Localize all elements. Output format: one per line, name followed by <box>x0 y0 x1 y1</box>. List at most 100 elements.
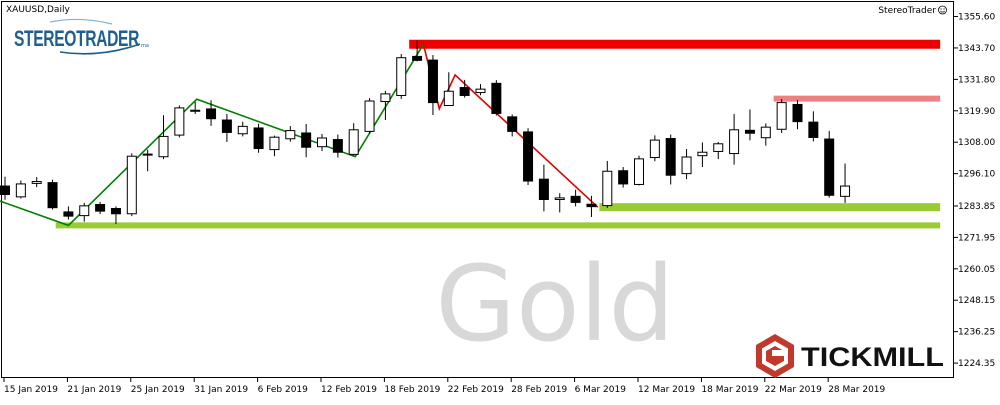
candle <box>634 155 644 186</box>
tickmill-logo: TICKMILL <box>752 327 950 378</box>
price-tick-label: 1308.00 <box>958 138 995 148</box>
resistance-minor-level <box>773 95 941 102</box>
candle <box>649 135 660 162</box>
candle <box>523 128 534 185</box>
candle <box>427 55 438 116</box>
time-tick-label: 6 Feb 2019 <box>258 385 309 395</box>
candle <box>126 153 137 217</box>
candle <box>713 141 724 160</box>
candle <box>364 98 375 134</box>
time-tick-label: 21 Jan 2019 <box>67 385 121 395</box>
expert-advisor-label: StereoTrader <box>878 6 936 16</box>
time-tick-label: 31 Jan 2019 <box>194 385 248 395</box>
candle <box>538 164 549 212</box>
time-tick-label: 12 Feb 2019 <box>321 385 377 395</box>
smiley-icon <box>938 5 947 15</box>
candle <box>760 123 771 146</box>
candle <box>570 189 581 207</box>
candle <box>808 111 819 142</box>
candle <box>0 176 10 200</box>
candle <box>285 126 296 142</box>
candle <box>332 134 343 158</box>
candle <box>618 167 629 188</box>
price-axis: 1355.60 1343.70 1331.80 1319.90 1308.00 1296.… <box>954 13 995 369</box>
candle <box>269 135 280 157</box>
time-tick-label: 6 Mar 2019 <box>575 385 627 395</box>
candle <box>31 177 42 188</box>
candle <box>443 72 454 107</box>
candle <box>79 202 90 222</box>
time-tick-label: 28 Mar 2019 <box>828 385 885 395</box>
candle <box>190 101 201 114</box>
candle <box>174 105 185 138</box>
candle <box>459 79 470 98</box>
candle <box>142 149 153 172</box>
support-lower-level <box>55 222 941 229</box>
price-tick-label: 1283.85 <box>958 202 995 212</box>
candle <box>744 109 755 141</box>
support-upper-level <box>599 203 941 212</box>
candle <box>380 90 391 121</box>
candle <box>237 121 248 137</box>
candle <box>665 134 676 185</box>
candle <box>47 179 58 210</box>
candle <box>792 99 803 130</box>
price-tick-label: 1260.05 <box>958 265 995 275</box>
candle <box>253 123 264 153</box>
time-tick-label: 22 Feb 2019 <box>448 385 504 395</box>
svg-text:STEREOTRADER: STEREOTRADER <box>14 26 139 51</box>
candle <box>729 113 740 165</box>
candle <box>840 163 851 203</box>
candle <box>681 149 692 180</box>
candle <box>507 114 518 137</box>
svg-text:TICKMILL: TICKMILL <box>801 342 944 372</box>
price-tick-label: 1224.35 <box>958 359 995 369</box>
trend-up-1 <box>0 43 425 227</box>
time-tick-label: 28 Feb 2019 <box>511 385 567 395</box>
candle <box>396 54 407 99</box>
price-tick-label: 1331.80 <box>958 75 995 85</box>
price-levels <box>55 39 941 229</box>
time-axis: 15 Jan 2019 21 Jan 2019 25 Jan 2019 31 Jan … <box>3 378 886 395</box>
candle <box>110 206 121 225</box>
candle <box>586 195 597 217</box>
price-tick-label: 1271.95 <box>958 233 995 243</box>
candle <box>301 123 312 158</box>
time-tick-label: 22 Mar 2019 <box>765 385 822 395</box>
candle <box>554 193 565 213</box>
candle <box>824 130 835 198</box>
candle <box>776 99 787 133</box>
candle <box>491 80 502 116</box>
candle <box>95 201 106 215</box>
candle <box>348 123 359 157</box>
price-tick-label: 1296.10 <box>958 170 995 180</box>
candle <box>412 40 423 62</box>
candle <box>697 142 708 168</box>
candle <box>475 84 486 96</box>
resistance-major-level <box>409 39 941 49</box>
candle <box>206 100 217 126</box>
time-tick-label: 18 Feb 2019 <box>384 385 440 395</box>
time-tick-label: 25 Jan 2019 <box>131 385 185 395</box>
candle <box>15 180 26 199</box>
candle <box>158 115 169 160</box>
candle <box>602 160 613 208</box>
price-tick-label: 1343.70 <box>958 44 995 54</box>
candle <box>221 113 232 142</box>
symbol-label: XAUUSD,Daily <box>6 5 70 15</box>
stereotrader-logo: STEREOTRADER ma <box>14 18 149 55</box>
candle <box>63 206 74 220</box>
price-tick-label: 1319.90 <box>958 107 995 117</box>
symbol-watermark: Gold <box>435 243 674 365</box>
price-tick-label: 1236.25 <box>958 328 995 338</box>
price-tick-label: 1355.60 <box>958 13 995 23</box>
price-tick-label: 1248.15 <box>958 296 995 306</box>
time-tick-label: 12 Mar 2019 <box>638 385 695 395</box>
candle <box>317 134 327 152</box>
time-tick-label: 15 Jan 2019 <box>4 385 58 395</box>
time-tick-label: 18 Mar 2019 <box>701 385 758 395</box>
candles <box>0 40 851 225</box>
svg-text:ma: ma <box>141 43 149 49</box>
